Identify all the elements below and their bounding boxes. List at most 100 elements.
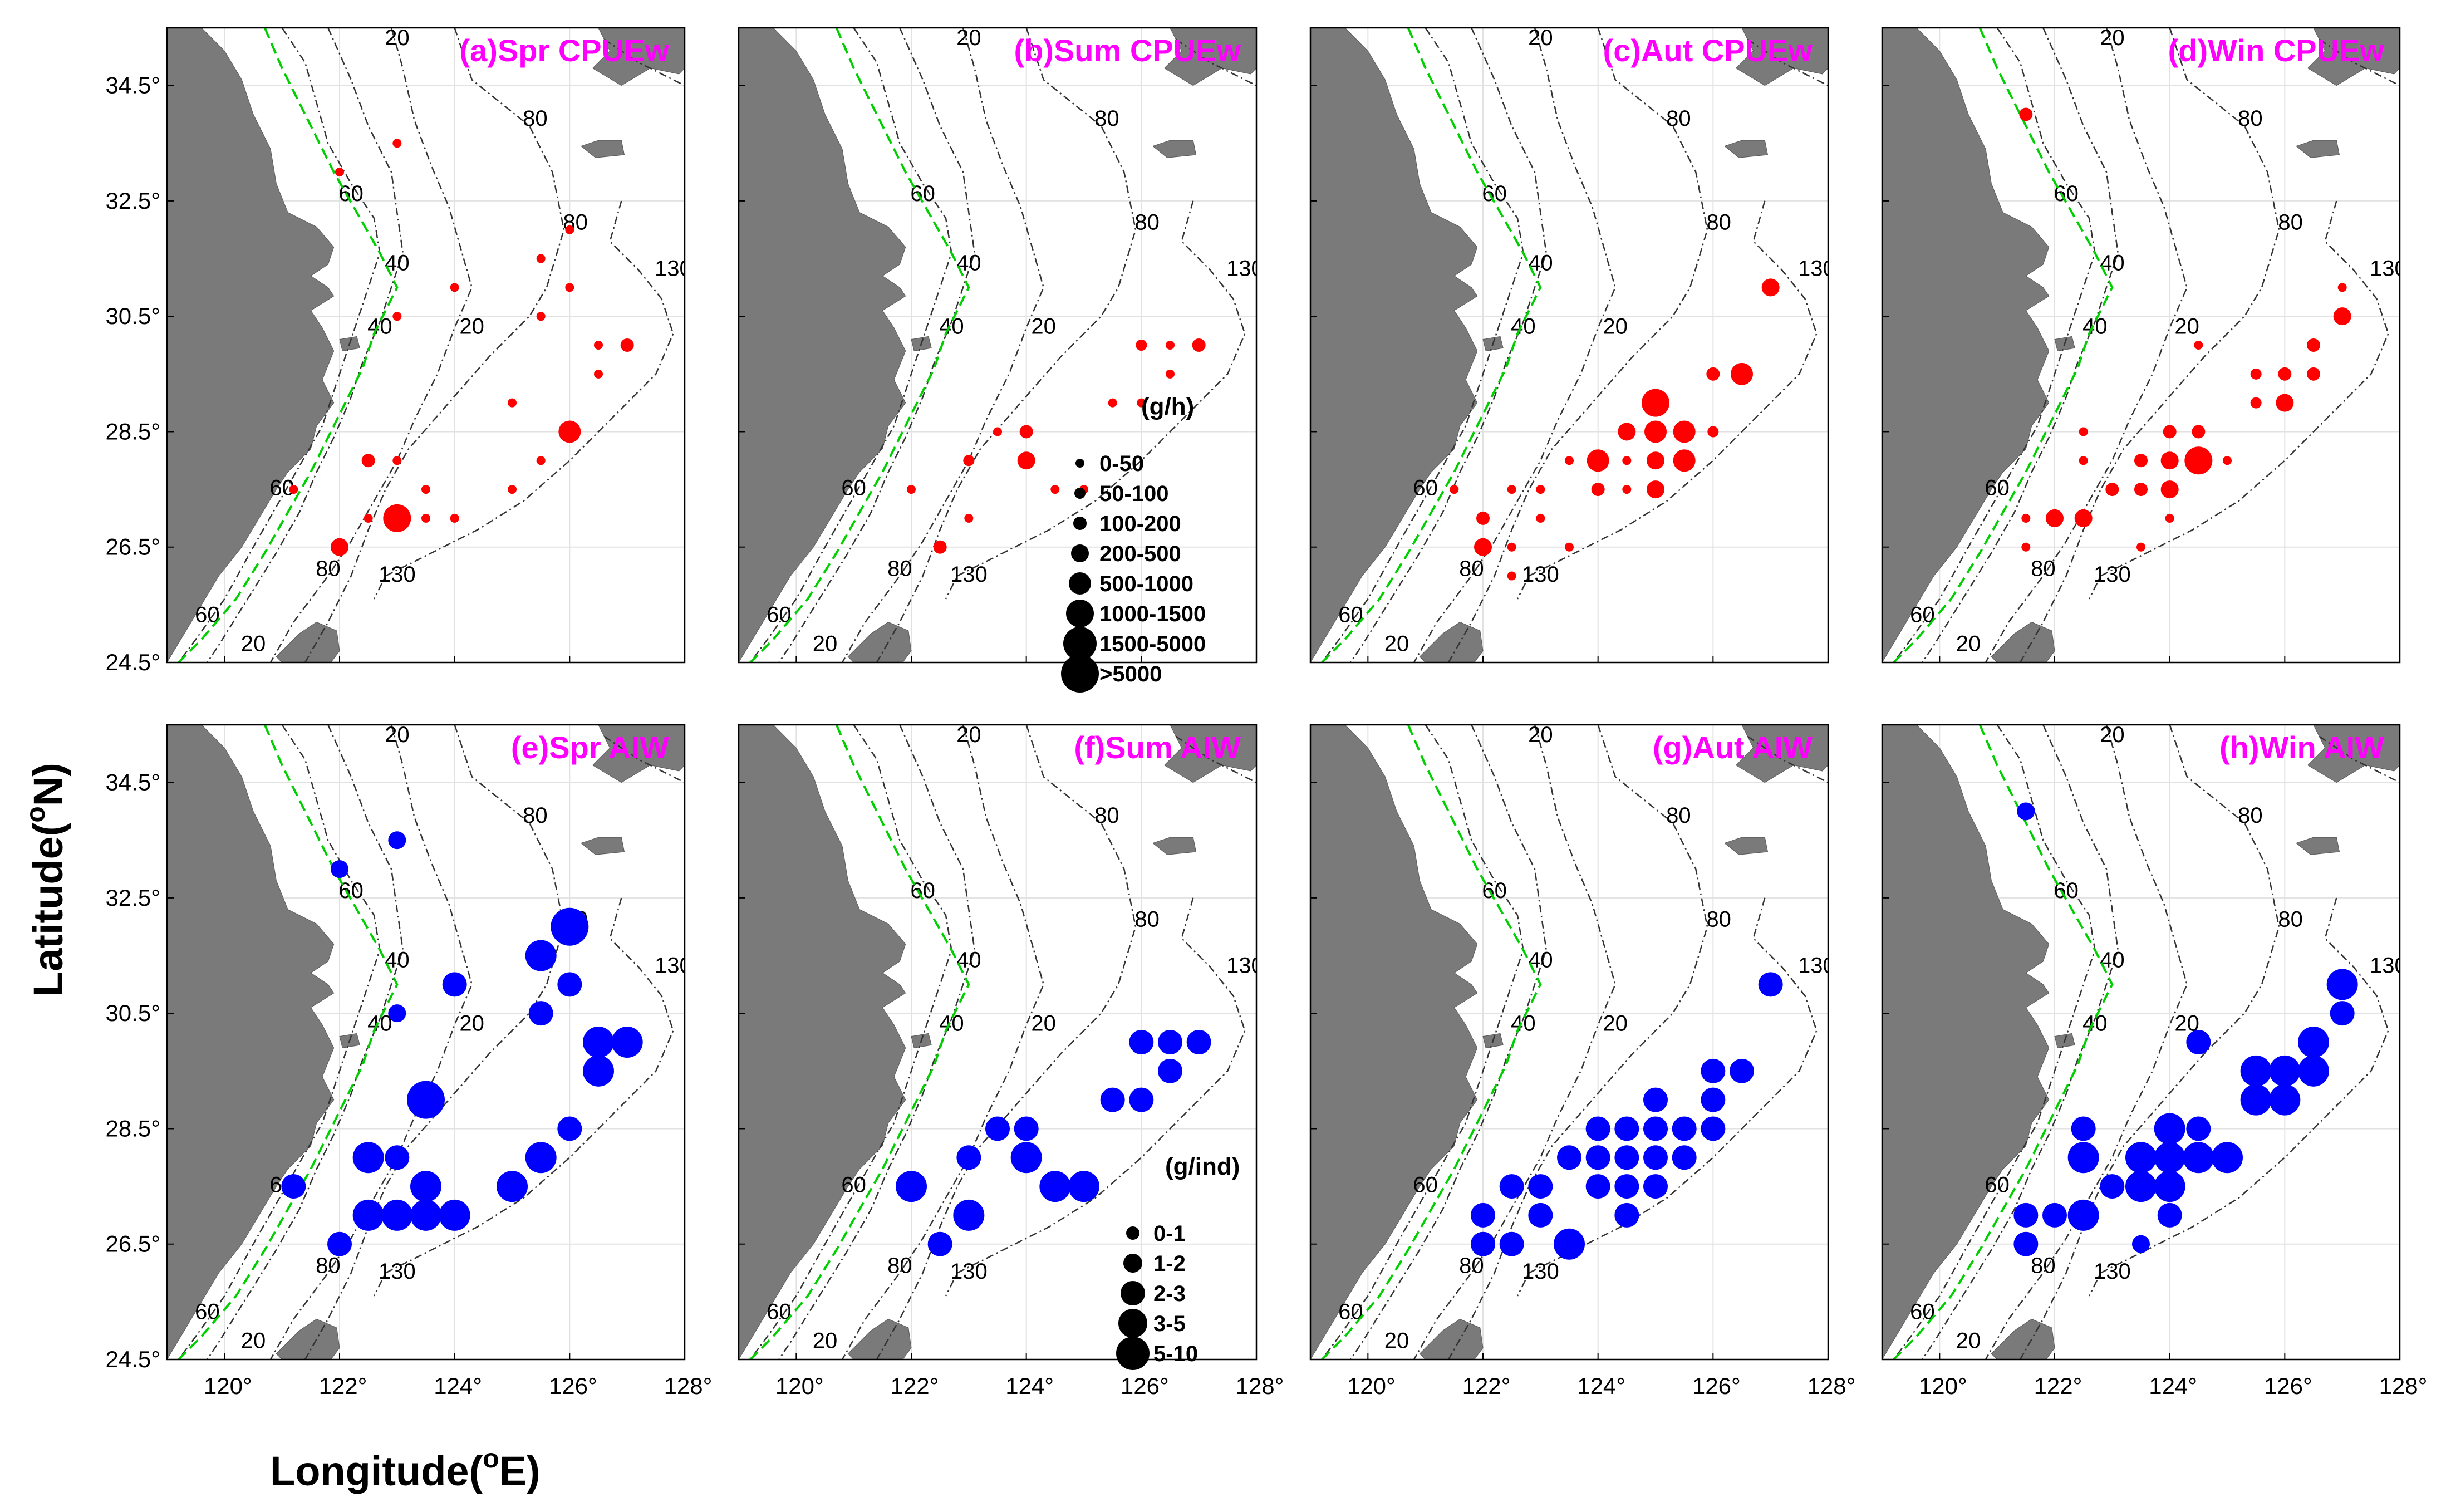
data-point [1499,1231,1524,1256]
data-point [2163,425,2177,439]
legend-label: 1500-5000 [1099,632,1206,656]
isobath-line [1413,725,1617,1359]
isobath-label: 20 [956,26,981,50]
data-point [1585,1116,1610,1141]
isobath-label: 20 [385,723,410,747]
data-point [2021,542,2031,552]
data-point [1166,341,1175,350]
data-point [536,312,546,321]
data-point [383,504,411,532]
data-point [2074,509,2093,527]
boundary-line [1321,28,1542,662]
data-point [1614,1145,1639,1170]
isobath-label: 20 [2100,26,2125,50]
data-point [1761,278,1780,297]
x-tick-label: 124° [434,1373,482,1399]
isobath-label: 80 [316,557,341,581]
data-point [2250,368,2262,380]
land-mass [847,1318,912,1359]
data-point [2136,542,2145,552]
data-point [450,513,459,523]
data-point [1476,511,1490,525]
data-point [392,312,402,321]
land-mass [1991,1318,2055,1359]
legend-title: (g/ind) [1165,1153,1240,1180]
legend-label: 500-1000 [1099,572,1193,596]
x-tick-label: 128° [664,1373,713,1399]
data-point [1647,480,1664,499]
panel-frames: 60 60 60 40 40 20 20 20 80 80 80 130 130 (a)Spr CPUEw… [166,26,2407,1361]
x-tick-label: 122° [891,1373,939,1399]
data-point [933,540,947,554]
isobath-label: 80 [1666,803,1691,828]
data-point [1137,398,1146,408]
isobath-line [1321,725,1524,1359]
data-point [557,972,582,997]
isobath-line [841,725,1045,1359]
data-point [2269,1055,2301,1087]
isobath-label: 80 [2031,1254,2056,1278]
isobath-line [304,725,565,1359]
legend-marker [1075,459,1084,468]
data-point [1706,367,1720,381]
data-point [953,1199,985,1231]
land-mass [1152,837,1197,855]
data-point [1507,485,1516,494]
data-point [2165,513,2174,523]
isobath-label: 130 [1226,257,1264,281]
isobath-line [1175,735,1256,783]
data-point [2184,446,2213,475]
data-point [2134,483,2148,497]
legend-label: 2-3 [1153,1282,1186,1306]
isobath-label: 20 [1031,1011,1056,1035]
data-point [2192,425,2206,439]
data-point [2240,1084,2272,1116]
panel-border [1309,27,1829,664]
data-point [2186,1116,2211,1141]
x-tick-label: 124° [1005,1373,1054,1399]
data-point [1587,449,1609,472]
y-tick-label: 34.5° [105,72,160,99]
data-point [2017,802,2035,821]
data-point [410,1171,441,1202]
x-tick-label: 122° [2034,1373,2082,1399]
boundary-line [749,28,970,662]
land-mass [1310,725,1478,1359]
data-point [1192,338,1206,352]
isobath-label: 80 [1094,106,1119,131]
data-point [2307,367,2320,381]
panel-title: (f)Sum AIW [1074,730,1241,765]
data-point [2240,1055,2272,1087]
data-point [2298,1055,2329,1087]
data-point [1507,542,1516,552]
isobath-label: 20 [1603,1011,1628,1035]
isobath-label: 80 [2238,106,2263,131]
data-point [388,831,406,850]
data-point [1644,420,1667,443]
data-point [2134,454,2148,468]
isobath-line [778,28,975,662]
data-point [508,485,517,494]
isobath-line [2088,897,2389,1297]
y-axis-title: Latitude(oN) [21,763,71,996]
isobath-line [269,725,473,1359]
isobath-label: 80 [523,106,548,131]
isobath-label: 130 [2370,954,2407,978]
y-tick-label: 24.5° [105,1346,160,1372]
data-point [993,427,1002,436]
isobath-line [1413,28,1617,662]
data-point [2223,456,2232,465]
data-point [1019,425,1033,439]
x-tick-label: 126° [2264,1373,2312,1399]
data-point [289,485,298,494]
data-point [1554,1228,1585,1260]
land-mass [1310,28,1478,662]
isobath-label: 20 [1528,26,1553,50]
x-tick-label: 120° [1347,1373,1396,1399]
legend-marker [1069,572,1091,595]
data-point [2013,1202,2039,1228]
isobath-label: 60 [841,475,866,500]
isobath-label: 20 [1956,1328,1981,1353]
